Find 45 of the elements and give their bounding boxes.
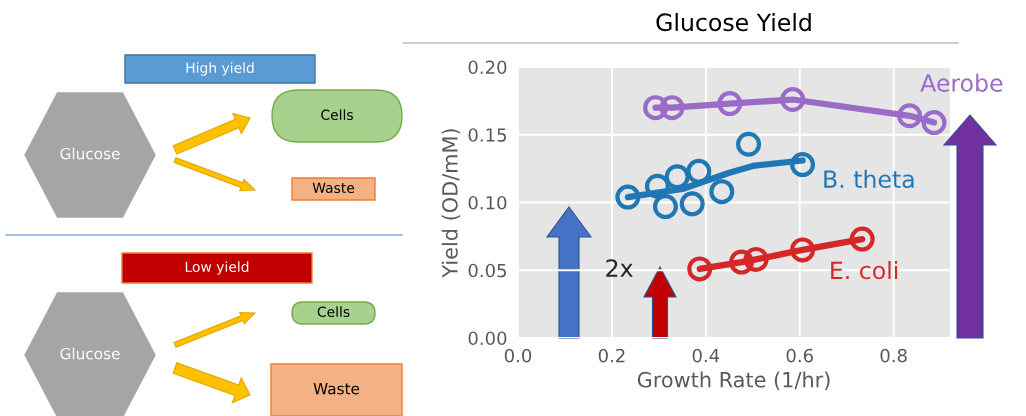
point xyxy=(897,103,923,129)
point xyxy=(729,249,755,275)
y-tick-label: 0.15 xyxy=(468,128,507,142)
text: Cells xyxy=(317,306,350,318)
point xyxy=(686,158,712,184)
point xyxy=(664,164,690,190)
chart-title: Glucose Yield xyxy=(656,12,811,32)
annotation: 2x xyxy=(606,259,633,277)
text: Low yield xyxy=(185,261,249,275)
x-tick-label: 0.8 xyxy=(880,348,907,363)
series-label: Aerobe xyxy=(920,73,1003,92)
y-axis-title: Yield (OD/mM) xyxy=(441,129,461,278)
y-tick-label: 0.10 xyxy=(468,195,507,210)
series-label: E. coli xyxy=(831,260,898,280)
x-tick-label: 0.6 xyxy=(786,348,813,363)
point xyxy=(644,173,670,199)
x-tick-label: 0.4 xyxy=(692,348,720,363)
point xyxy=(790,152,816,178)
point xyxy=(717,91,743,117)
point xyxy=(709,179,735,205)
y-tick-label: 0.05 xyxy=(468,263,507,278)
point xyxy=(679,191,705,217)
text: Waste xyxy=(313,383,360,395)
point xyxy=(659,95,685,121)
x-axis-title: Growth Rate (1/hr) xyxy=(637,371,830,391)
text: Waste xyxy=(312,182,355,194)
point xyxy=(849,226,875,252)
point xyxy=(652,194,678,220)
point xyxy=(615,184,641,210)
point xyxy=(921,110,947,136)
point xyxy=(743,246,769,272)
text: Glucose xyxy=(60,347,120,360)
point xyxy=(780,87,806,113)
point xyxy=(790,237,816,263)
x-tick-label: 0.2 xyxy=(598,348,625,363)
x-tick-label: 0.0 xyxy=(504,348,532,363)
point xyxy=(736,131,762,157)
text: Cells xyxy=(321,109,353,121)
series-label: B. theta xyxy=(824,169,914,189)
text: High yield xyxy=(186,62,254,76)
point xyxy=(687,256,713,282)
text: Glucose xyxy=(60,147,120,160)
y-tick-label: 0.00 xyxy=(468,331,507,346)
y-tick-label: 0.20 xyxy=(468,60,507,75)
point xyxy=(643,95,669,121)
